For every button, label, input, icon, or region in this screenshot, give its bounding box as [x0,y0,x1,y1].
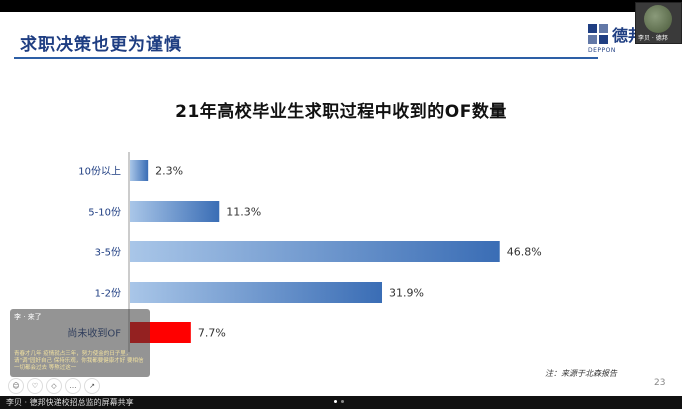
chat-message: 青春才几年 疫情就占三年，努力使金的日子里，请"调"园好自己 保持乐观，你我都要… [14,351,144,371]
slide-title: 求职决策也更为谨慎 [20,35,182,55]
page-number: 23 [654,378,666,388]
bar-3 [130,282,383,303]
value-label-0: 2.3% [155,165,183,178]
category-label-0: 10份以上 [78,166,121,178]
value-label-4: 7.7% [198,327,226,340]
participant-avatar [644,5,672,33]
bar-1 [130,201,220,222]
chat-overlay: 李 · 来了 青春才几年 疫情就占三年，努力使金的日子里，请"调"园好自己 保持… [10,309,150,377]
share-status-text: 李贝 · 德邦快递校招总监的屏幕共享 [6,398,134,407]
logo-subtext: DEPPON [588,47,616,54]
title-divider [14,57,598,59]
participant-name: 李贝 · 德邦 [638,35,668,42]
bar-2 [130,241,500,262]
page-indicator [334,400,344,403]
source-note: 注：来源于北森报告 [545,369,617,378]
bar-0 [130,160,149,181]
like-button[interactable]: ♡ [27,378,43,394]
value-label-2: 46.8% [507,246,542,259]
page-dot-active[interactable] [334,400,337,403]
more-button[interactable]: … [65,378,81,394]
category-label-2: 3-5份 [95,247,121,259]
chat-controls: ☺ ♡ ◇ … ↗ [8,378,100,394]
value-label-3: 31.9% [389,287,424,300]
category-label-1: 5-10份 [88,207,121,219]
page-dot[interactable] [341,400,344,403]
chart-title: 21年高校毕业生求职过程中收到的OF数量 [175,102,507,122]
chat-top-message: 李 · 来了 [14,313,42,321]
emoji-button[interactable]: ☺ [8,378,24,394]
value-label-1: 11.3% [226,206,261,219]
logo-mark-icon [588,24,608,44]
screen-share-bar: 李贝 · 德邦快递校招总监的屏幕共享 [0,396,682,409]
presentation-slide: 求职决策也更为谨慎 德邦 DEPPON 21年高校毕业生求职过程中收到的OF数量… [0,12,682,396]
participant-video-tile[interactable]: 李贝 · 德邦 [635,2,682,44]
share-button[interactable]: ↗ [84,378,100,394]
category-label-3: 1-2份 [95,288,121,300]
gift-button[interactable]: ◇ [46,378,62,394]
bar-chart: 10份以上2.3%5-10份11.3%3-5份46.8%1-2份31.9%尚未收… [67,152,542,352]
